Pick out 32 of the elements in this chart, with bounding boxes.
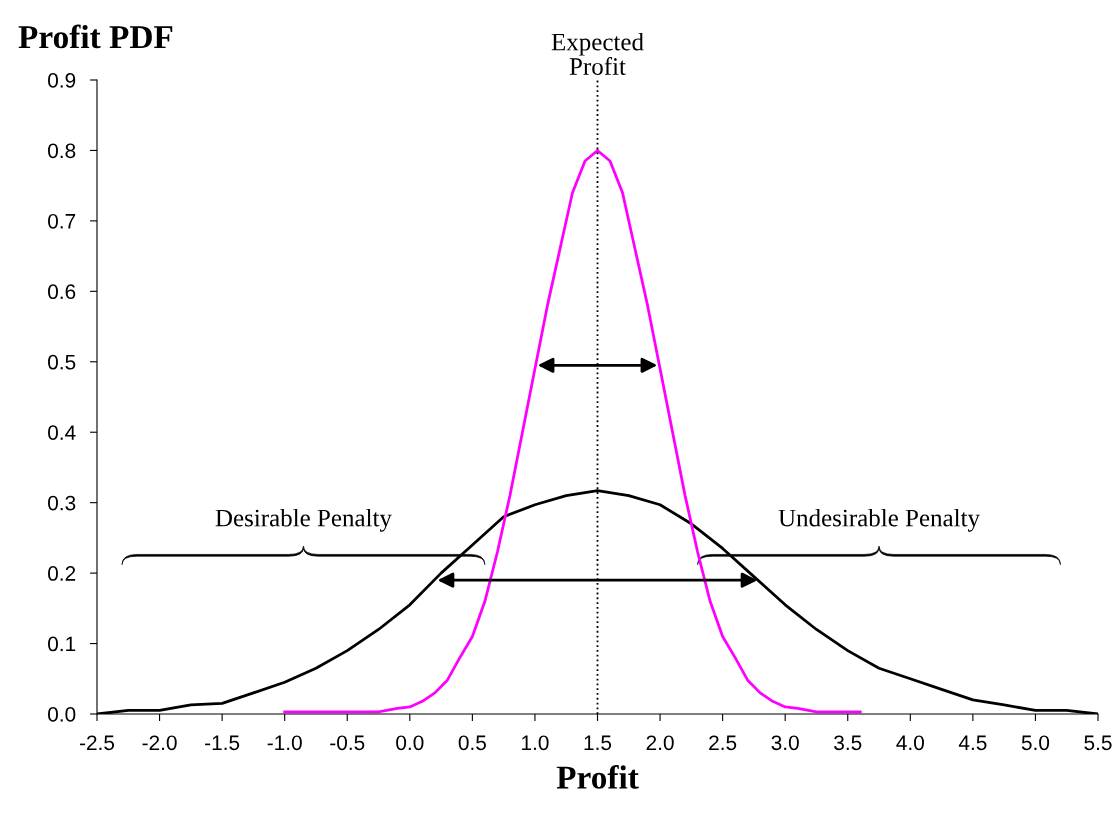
x-tick-label: 2.5 [709,735,737,751]
x-tick-label: 3.5 [834,735,862,751]
x-tick-label: 0.5 [458,735,486,751]
ref-line-label: Expected Profit [551,32,644,75]
y-tick-label: 0.9 [48,73,76,88]
y-tick-label: 0.8 [48,143,76,159]
x-tick-label: 5.0 [1021,735,1050,751]
x-tick-label: 1.0 [522,735,549,751]
x-tick-label: -2.0 [142,735,177,751]
x-tick-label: -0.5 [330,735,365,751]
x-axis-title: Profit [556,765,639,789]
x-tick-label: 0.0 [396,735,424,751]
y-tick-label: 0.4 [48,425,76,440]
x-tick-label: -2.5 [79,735,115,751]
x-tick-label: -1.5 [205,735,240,751]
annotation: Desirable Penalty [215,508,392,532]
x-tick-label: -1.0 [267,735,302,751]
y-tick-label: 0.0 [48,707,76,722]
y-axis-title: Profit PDF [18,24,173,49]
y-tick-label: 0.5 [48,354,76,370]
y-tick-label: 0.2 [48,566,76,581]
x-tick-label: 1.5 [584,735,612,751]
y-tick-label: 0.7 [48,213,76,229]
x-tick-label: 5.5 [1084,735,1112,751]
y-tick-label: 0.3 [48,495,76,511]
x-tick-label: 4.0 [896,735,924,751]
x-tick-label: 4.5 [958,735,987,751]
y-tick-label: 0.1 [48,636,76,652]
y-tick-label: 0.6 [48,284,76,300]
x-tick-label: 2.0 [646,735,674,751]
x-tick-label: 3.0 [771,735,799,751]
annotation: Undesirable Penalty [778,508,980,532]
